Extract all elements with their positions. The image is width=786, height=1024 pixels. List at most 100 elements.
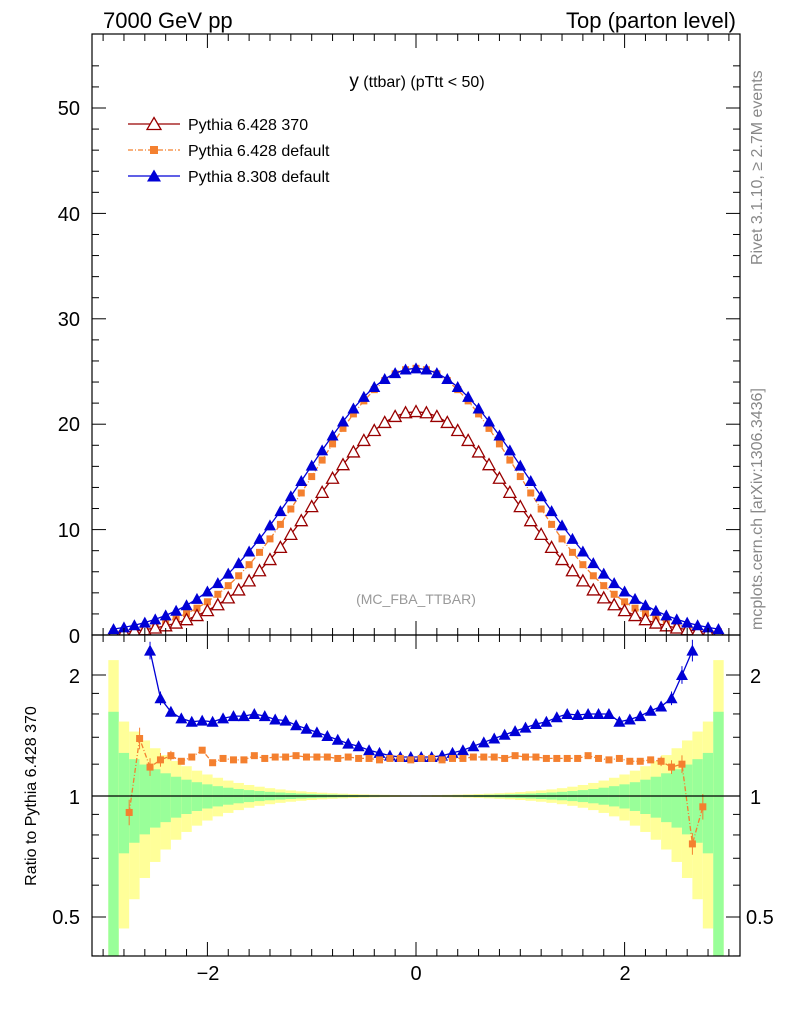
ratio-point — [248, 707, 261, 719]
data-point — [492, 470, 507, 484]
ratio-point — [595, 754, 603, 762]
data-point — [263, 519, 276, 531]
legend-entry-pythia6-370: Pythia 6.428 370 — [128, 116, 308, 134]
data-point — [243, 545, 256, 557]
ratio-point — [240, 756, 248, 764]
ratio-point — [542, 754, 550, 762]
ratio-point — [615, 754, 623, 762]
ratio-point — [250, 752, 258, 760]
legend-label: Pythia 8.308 default — [188, 169, 330, 186]
data-point — [419, 405, 434, 419]
ratio-point — [229, 756, 237, 764]
ratio-point — [561, 707, 574, 719]
ratio-point — [467, 740, 480, 752]
ratio-point — [175, 712, 188, 724]
ratio-series-line — [149, 650, 693, 758]
data-point — [589, 572, 597, 580]
ratio-point — [605, 756, 613, 764]
ratio-point — [344, 753, 352, 761]
ratio-point — [331, 733, 344, 745]
data-point — [410, 362, 422, 374]
data-point — [681, 616, 694, 628]
data-point — [537, 505, 545, 513]
data-point — [544, 540, 559, 554]
data-point — [495, 440, 503, 448]
band-green — [160, 773, 171, 823]
data-point — [712, 623, 725, 635]
data-point — [575, 573, 590, 587]
ratio-point — [553, 754, 561, 762]
ratio-point — [592, 707, 605, 719]
ratio-point — [644, 704, 657, 716]
data-point — [128, 619, 141, 631]
data-point — [514, 459, 527, 471]
ratio-point — [456, 744, 469, 756]
ratio-point — [519, 721, 532, 733]
ratio-point — [290, 719, 303, 731]
data-point — [256, 548, 264, 556]
data-point — [430, 367, 443, 379]
data-point — [408, 404, 424, 418]
ratio-point — [498, 728, 511, 740]
data-point — [159, 609, 172, 621]
ratio-point — [313, 753, 321, 761]
data-point — [318, 456, 326, 464]
data-point — [235, 572, 243, 580]
data-point — [231, 582, 246, 596]
data-point — [211, 577, 224, 589]
data-point — [483, 415, 496, 427]
data-point — [210, 597, 225, 611]
ratio-point — [678, 760, 686, 768]
ratio-point — [623, 713, 636, 725]
ratio-point — [282, 753, 290, 761]
data-point — [283, 527, 298, 541]
band-green — [713, 711, 724, 956]
ratio-point — [636, 757, 644, 765]
data-point — [420, 363, 433, 375]
ratio-point — [363, 744, 376, 756]
data-point — [356, 433, 371, 447]
ratio-point — [657, 757, 665, 765]
ratio-point — [271, 753, 279, 761]
ratio-point — [584, 752, 592, 760]
data-point — [203, 598, 211, 606]
data-point — [294, 513, 309, 527]
ratio-point — [449, 754, 457, 762]
data-point — [475, 410, 483, 418]
data-point — [169, 615, 184, 629]
data-point — [378, 373, 391, 385]
ratio-point — [217, 712, 230, 724]
data-point — [429, 409, 444, 423]
data-point — [691, 619, 704, 631]
data-point — [148, 620, 163, 634]
data-point — [579, 561, 587, 569]
ratio-point — [563, 754, 571, 762]
data-point — [308, 473, 316, 481]
ratio-point — [258, 710, 271, 722]
data-point — [253, 532, 266, 544]
data-point — [149, 613, 162, 625]
ratio-point — [626, 757, 634, 765]
data-point — [262, 552, 278, 566]
data-point — [399, 363, 412, 375]
rivet-label: Rivet 3.1.10, ≥ 2.7M events — [749, 70, 766, 265]
data-point — [336, 415, 349, 427]
legend-entry-pythia6-default: Pythia 6.428 default — [128, 143, 330, 160]
band-green — [150, 769, 161, 828]
data-point — [339, 424, 347, 432]
data-point — [276, 520, 284, 528]
ratio-point — [334, 754, 342, 762]
data-point — [451, 381, 464, 393]
data-point — [618, 585, 631, 597]
ratio-point — [407, 756, 415, 764]
band-green — [181, 779, 192, 814]
data-point — [586, 582, 601, 596]
ratio-point — [480, 753, 488, 761]
data-point — [481, 457, 497, 471]
ratio-point — [375, 756, 383, 764]
data-point — [617, 603, 632, 617]
data-point — [649, 604, 662, 616]
data-point — [600, 582, 608, 590]
ratio-point — [144, 644, 157, 656]
